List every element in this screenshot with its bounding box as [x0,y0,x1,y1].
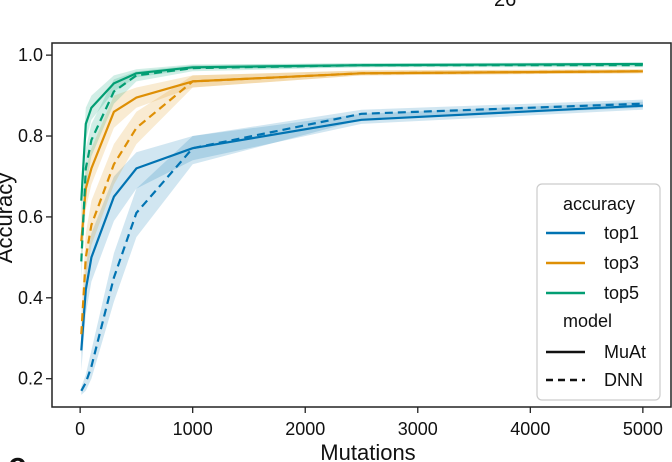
legend-label-muat: MuAt [604,342,646,362]
line-top3-dnn [80,70,643,335]
y-tick-label: 0.2 [18,369,43,389]
top-clipped-text: 26 [494,0,516,11]
y-tick-label: 0.6 [18,207,43,227]
legend-label-top5: top5 [604,283,639,303]
x-axis-ticks: 0 1000 2000 3000 4000 5000 [75,407,663,439]
legend-label-dnn: DNN [604,370,643,390]
panel-letter: e [8,446,27,462]
x-tick-label: 5000 [623,419,663,439]
confidence-bands [81,62,643,395]
legend-hue-title: accuracy [563,194,635,214]
y-axis-title: Accuracy [0,173,17,263]
x-tick-label: 4000 [510,419,550,439]
plot-frame [51,42,672,408]
x-tick-label: 1000 [173,419,213,439]
x-tick-label: 3000 [398,419,438,439]
line-top5-muat [80,62,643,201]
legend-style-title: model [563,311,612,331]
legend-label-top1: top1 [604,223,639,243]
line-top5-dnn [80,64,643,262]
legend: accuracy top1 top3 top5 model MuAt DNN [536,183,661,401]
y-tick-label: 1.0 [18,45,43,65]
y-tick-label: 0.4 [18,288,43,308]
legend-box [536,183,661,401]
legend-label-top3: top3 [604,253,639,273]
x-tick-label: 2000 [285,419,325,439]
x-axis-title: Mutations [320,440,415,462]
x-tick-label: 0 [75,419,85,439]
line-top1-muat [80,104,643,351]
band-top3-muat [81,69,643,266]
series-lines [80,62,643,392]
y-tick-label: 0.8 [18,126,43,146]
y-axis-ticks: 0.2 0.4 0.6 0.8 1.0 [18,45,52,389]
